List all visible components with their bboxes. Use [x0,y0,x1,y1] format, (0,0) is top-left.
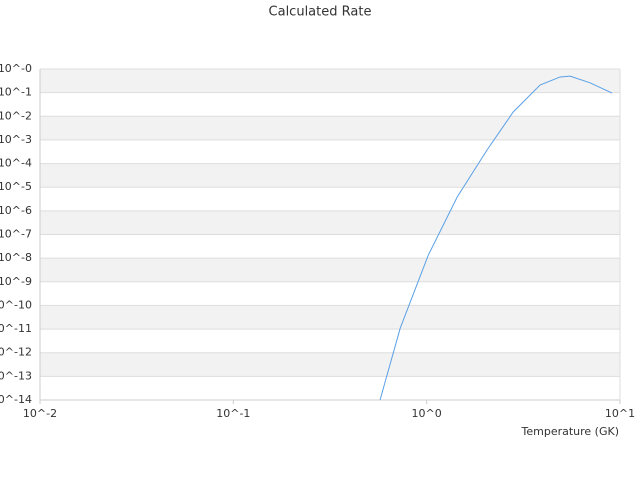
grid-band [40,116,620,140]
grid-band [40,352,620,377]
grid-band [40,69,620,93]
y-tick-label: 10^-11 [0,322,32,335]
data-line [379,75,613,400]
y-tick-label: 10^-4 [0,157,32,170]
x-tick-label: 10^-2 [23,407,57,420]
y-tick-label: 10^-2 [0,109,32,122]
grid-band [40,258,620,282]
x-tick-label: 10^-1 [216,407,250,420]
x-axis-label: Temperature (GK) [521,425,620,438]
chart-title: Calculated Rate [269,5,372,20]
grid-band [40,163,620,188]
y-tick-label: 10^-8 [0,251,32,264]
y-tick-label: 10^-12 [0,346,32,359]
x-tick-label: 10^0 [412,407,442,420]
y-tick-label: 10^-7 [0,228,32,241]
y-tick-label: 10^-6 [0,204,32,217]
y-tick-label: 10^-1 [0,86,32,99]
y-tick-label: 10^-3 [0,133,32,146]
y-tick-label: 10^-5 [0,180,32,193]
y-tick-label: 10^-14 [0,393,32,406]
grid-band [40,210,620,235]
grid-band [40,305,620,330]
plot-area [379,75,613,400]
x-tick-label: 10^1 [605,407,635,420]
y-tick-label: 10^-13 [0,369,32,382]
y-tick-label: 10^-0 [0,62,32,75]
y-tick-label: 10^-9 [0,275,32,288]
y-tick-label: 10^-10 [0,298,32,311]
